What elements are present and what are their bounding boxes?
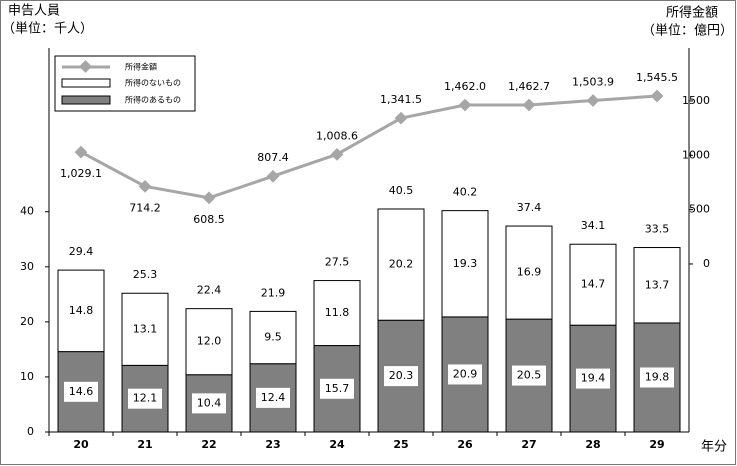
label-box xyxy=(384,366,418,387)
total-label: 22.4 xyxy=(197,284,222,297)
label-box xyxy=(320,378,354,399)
legend-swatch xyxy=(61,95,111,105)
value-label: 10.4 xyxy=(197,396,222,409)
y-tick-label: 40 xyxy=(20,205,34,218)
marker xyxy=(74,145,88,159)
value-label: 14.7 xyxy=(581,278,606,291)
value-label: 1,008.6 xyxy=(316,129,358,142)
value-label: 714.2 xyxy=(129,201,161,214)
value-label: 19.8 xyxy=(645,370,670,383)
y-tick-label: 30 xyxy=(20,260,34,273)
x-tick-label: 29 xyxy=(649,438,664,451)
y-tick-label: 0 xyxy=(27,425,34,438)
label-box xyxy=(192,393,226,414)
y-title: 申告人員 xyxy=(8,4,60,19)
value-label: 1,341.5 xyxy=(380,93,422,106)
bar-segment xyxy=(633,247,681,324)
x-title: 年分 xyxy=(701,440,727,455)
value-label: 14.8 xyxy=(69,304,94,317)
value-label: 19.3 xyxy=(453,257,478,270)
x-tick-label: 23 xyxy=(265,438,280,451)
marker xyxy=(138,179,152,193)
legend-label: 所得金額 xyxy=(125,62,157,72)
marker xyxy=(394,111,408,125)
value-label: 13.1 xyxy=(133,322,158,335)
total-label: 40.2 xyxy=(453,186,478,199)
y-tick-label: 20 xyxy=(20,315,34,328)
y2-tick-label: 1500 xyxy=(682,94,710,107)
y-tick-label: 10 xyxy=(20,370,34,383)
bar-segment xyxy=(505,225,553,320)
value-label: 1,462.7 xyxy=(508,80,550,93)
y2-tick-label: 500 xyxy=(689,203,710,216)
label-box xyxy=(512,365,546,386)
value-label: 13.7 xyxy=(645,278,670,291)
bar-segment xyxy=(57,269,105,353)
value-label: 20.5 xyxy=(517,369,542,382)
x-tick-label: 25 xyxy=(393,438,408,451)
value-label: 19.4 xyxy=(581,372,606,385)
x-tick-label: 27 xyxy=(521,438,536,451)
x-tick-label: 26 xyxy=(457,438,473,451)
x-tick-label: 22 xyxy=(201,438,216,451)
legend-label: 所得のあるもの xyxy=(125,95,181,105)
label-box xyxy=(256,387,290,408)
value-label: 15.7 xyxy=(325,382,350,395)
value-label: 807.4 xyxy=(257,151,289,164)
value-label: 20.9 xyxy=(453,367,478,380)
y-unit: （単位：千人） xyxy=(2,21,93,37)
label-box xyxy=(576,368,610,389)
label-box xyxy=(640,367,674,388)
y2-tick-label: 0 xyxy=(703,257,710,270)
value-label: 1,029.1 xyxy=(60,167,102,180)
total-label: 33.5 xyxy=(645,223,670,236)
value-label: 12.0 xyxy=(197,335,222,348)
y2-title: 所得金額 xyxy=(666,5,718,21)
total-label: 25.3 xyxy=(133,268,158,281)
x-tick-label: 21 xyxy=(137,438,152,451)
bar-segment xyxy=(185,308,233,376)
x-tick-label: 24 xyxy=(329,438,345,451)
total-label: 34.1 xyxy=(581,219,606,232)
value-label: 9.5 xyxy=(264,331,282,344)
bar-segment xyxy=(377,208,425,321)
value-label: 14.6 xyxy=(69,385,94,398)
label-box xyxy=(128,388,162,409)
value-label: 11.8 xyxy=(325,306,350,319)
label-box xyxy=(64,381,98,402)
value-label: 12.4 xyxy=(261,391,286,404)
marker xyxy=(202,191,216,205)
bar-segment xyxy=(313,280,361,347)
line xyxy=(80,94,658,200)
bar-segment xyxy=(121,292,169,366)
legend: 所得金額 所得のないもの 所得のあるもの xyxy=(54,55,196,112)
value-label: 1,503.9 xyxy=(572,76,614,89)
marker xyxy=(458,98,472,112)
y2-tick-label: 1000 xyxy=(682,148,710,161)
total-label: 37.4 xyxy=(517,201,542,214)
value-label: 16.9 xyxy=(517,266,542,279)
value-label: 20.2 xyxy=(389,258,414,271)
value-label: 1,462.0 xyxy=(444,80,486,93)
total-label: 29.4 xyxy=(69,245,94,258)
total-label: 21.9 xyxy=(261,286,286,299)
value-label: 608.5 xyxy=(193,213,225,226)
total-label: 27.5 xyxy=(325,256,350,269)
marker xyxy=(266,169,280,183)
x-tick-label: 20 xyxy=(73,438,89,451)
bar-segment xyxy=(441,210,489,318)
legend-swatch xyxy=(61,78,111,88)
bar-segment xyxy=(569,243,617,326)
value-label: 20.3 xyxy=(389,369,414,382)
total-label: 40.5 xyxy=(389,184,414,197)
legend-label: 所得のないもの xyxy=(125,78,181,88)
value-label: 12.1 xyxy=(133,392,158,405)
label-box xyxy=(448,364,482,385)
value-label: 1,545.5 xyxy=(636,71,678,84)
bar-segment xyxy=(249,310,297,365)
marker xyxy=(330,147,344,161)
y2-unit: （単位：億円） xyxy=(642,23,733,39)
x-tick-label: 28 xyxy=(585,438,600,451)
